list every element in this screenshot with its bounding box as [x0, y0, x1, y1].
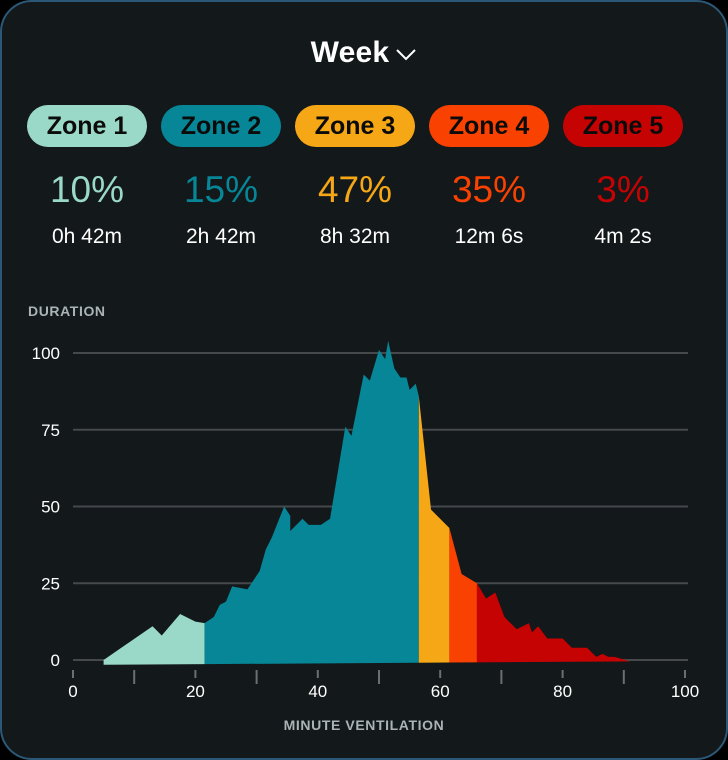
zone-4-percent: 35% [451, 169, 527, 210]
zone-2: Zone 2 15% 2h 42m [154, 105, 288, 249]
zone-1: Zone 1 10% 0h 42m [20, 105, 154, 249]
area-zone-4 [449, 527, 477, 663]
y-tick-label: 50 [41, 498, 60, 517]
y-tick-label: 0 [51, 651, 60, 670]
period-selector[interactable]: Week [0, 36, 728, 70]
zone-2-percent: 15% [183, 169, 259, 210]
zone-3: Zone 3 47% 8h 32m [288, 105, 422, 249]
zone-3-duration: 8h 32m [319, 225, 391, 248]
y-tick-label: 100 [32, 344, 60, 363]
x-tick-label: 60 [431, 682, 450, 701]
zone-2-duration: 2h 42m [185, 225, 257, 248]
zone-1-duration: 0h 42m [51, 225, 123, 248]
zone-5-percent: 3% [596, 169, 650, 210]
zone-3-percent: 47% [317, 169, 393, 210]
y-axis-title: DURATION [28, 303, 106, 319]
x-tick-label: 0 [68, 682, 77, 701]
chevron-down-icon [395, 35, 417, 69]
zone-1-percent: 10% [49, 169, 125, 210]
zone-4-duration: 12m 6s [454, 225, 524, 248]
zone-4: Zone 4 35% 12m 6s [422, 105, 556, 249]
y-tick-label: 75 [41, 421, 60, 440]
zone-3-badge: Zone 3 [295, 105, 415, 147]
zone-5-badge: Zone 5 [563, 105, 683, 147]
zone-5: Zone 5 3% 4m 2s [556, 105, 690, 249]
zone-1-badge: Zone 1 [27, 105, 147, 147]
zone-5-duration: 4m 2s [594, 225, 652, 248]
area-zone-2 [204, 340, 419, 665]
area-zone-5 [476, 583, 679, 663]
x-tick-label: 100 [671, 682, 699, 701]
area-zone-3 [418, 395, 450, 663]
x-tick-label: 40 [308, 682, 327, 701]
zone-2-badge: Zone 2 [161, 105, 281, 147]
area-zone-1 [103, 613, 205, 665]
x-axis-title: MINUTE VENTILATION [283, 717, 445, 733]
y-tick-label: 25 [41, 574, 60, 593]
x-tick-label: 20 [186, 682, 205, 701]
period-label: Week [310, 36, 390, 69]
x-tick-label: 80 [553, 682, 572, 701]
zone-4-badge: Zone 4 [429, 105, 549, 147]
